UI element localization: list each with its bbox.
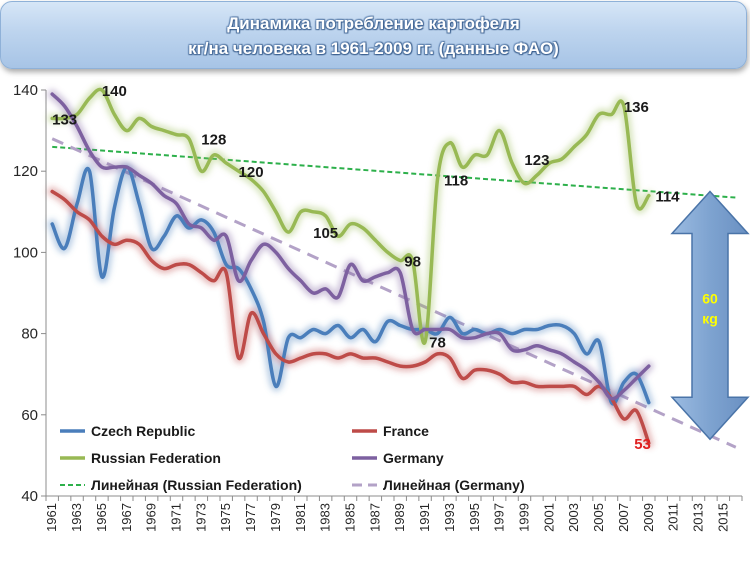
x-tick-label: 2005: [591, 503, 606, 532]
legend-label: Czech Republic: [91, 423, 195, 439]
data-label: 53: [634, 436, 651, 453]
y-tick-label: 80: [21, 326, 38, 343]
y-tick-label: 140: [13, 82, 38, 99]
x-tick-label: 2011: [666, 503, 681, 531]
trendline: [52, 145, 736, 199]
x-tick-label: 2009: [641, 503, 656, 532]
x-tick-label: 2001: [541, 503, 556, 532]
double-arrow-annotation: [670, 190, 750, 441]
series-line: [50, 92, 651, 401]
data-label: 114: [655, 189, 680, 206]
x-tick-label: 1997: [492, 503, 507, 532]
series-line: [50, 165, 651, 406]
chart-title-line-1: Динамика потребление картофеля: [227, 14, 520, 33]
x-tick-label: 1979: [268, 503, 283, 532]
legend-label: France: [383, 423, 429, 439]
title-banner: Динамика потребление картофеля кг/на чел…: [0, 1, 747, 69]
x-tick-label: 2007: [616, 503, 631, 532]
x-tick-label: 1999: [517, 503, 532, 532]
y-tick-label: 120: [13, 163, 38, 180]
data-label: 140: [102, 83, 127, 100]
annotation-unit: кg: [702, 310, 718, 326]
x-tick-label: 1993: [442, 503, 457, 532]
data-label: 118: [444, 172, 468, 189]
data-label: 128: [201, 132, 226, 149]
x-tick-label: 2003: [566, 503, 581, 532]
data-label: 133: [52, 111, 77, 128]
series-line: [50, 189, 651, 445]
x-tick-label: 1967: [119, 503, 134, 532]
x-tick-label: 1963: [69, 503, 84, 532]
x-tick-label: 1985: [343, 503, 358, 532]
x-tick-label: 1975: [218, 503, 233, 532]
x-tick-label: 2015: [715, 503, 730, 532]
x-tick-label: 1965: [94, 503, 109, 532]
x-tick-label: 2013: [691, 503, 706, 532]
series-line: [50, 87, 651, 345]
annotation-value: 60: [702, 290, 718, 306]
legend-label: Germany: [383, 450, 444, 466]
x-tick-label: 1971: [169, 503, 184, 532]
data-label: 105: [313, 225, 338, 242]
data-label: 120: [239, 164, 264, 181]
data-label: 123: [524, 152, 549, 169]
x-tick-label: 1983: [318, 503, 333, 532]
data-label: 78: [429, 335, 446, 352]
data-label: 98: [404, 254, 421, 271]
y-tick-label: 40: [21, 488, 38, 505]
legend-label: Russian Federation: [91, 450, 221, 466]
y-tick-label: 100: [13, 244, 38, 261]
x-tick-label: 1961: [44, 503, 59, 532]
x-tick-label: 1989: [392, 503, 407, 532]
chart-title-line-2: кг/на человека в 1961-2009 гг. (данные Ф…: [188, 39, 559, 58]
series-glow: [47, 162, 654, 409]
x-tick-label: 1977: [243, 503, 258, 532]
legend-label: Линейная (Russian Federation): [91, 477, 302, 493]
x-tick-label: 1991: [417, 503, 432, 532]
x-tick-label: 1973: [193, 503, 208, 532]
x-tick-label: 1969: [144, 503, 159, 532]
x-tick-label: 1995: [467, 503, 482, 532]
x-tick-label: 1981: [293, 503, 308, 532]
legend-label: Линейная (Germany): [383, 477, 525, 493]
x-tick-label: 1987: [367, 503, 382, 532]
data-label: 136: [624, 99, 649, 116]
y-tick-label: 60: [21, 407, 38, 424]
